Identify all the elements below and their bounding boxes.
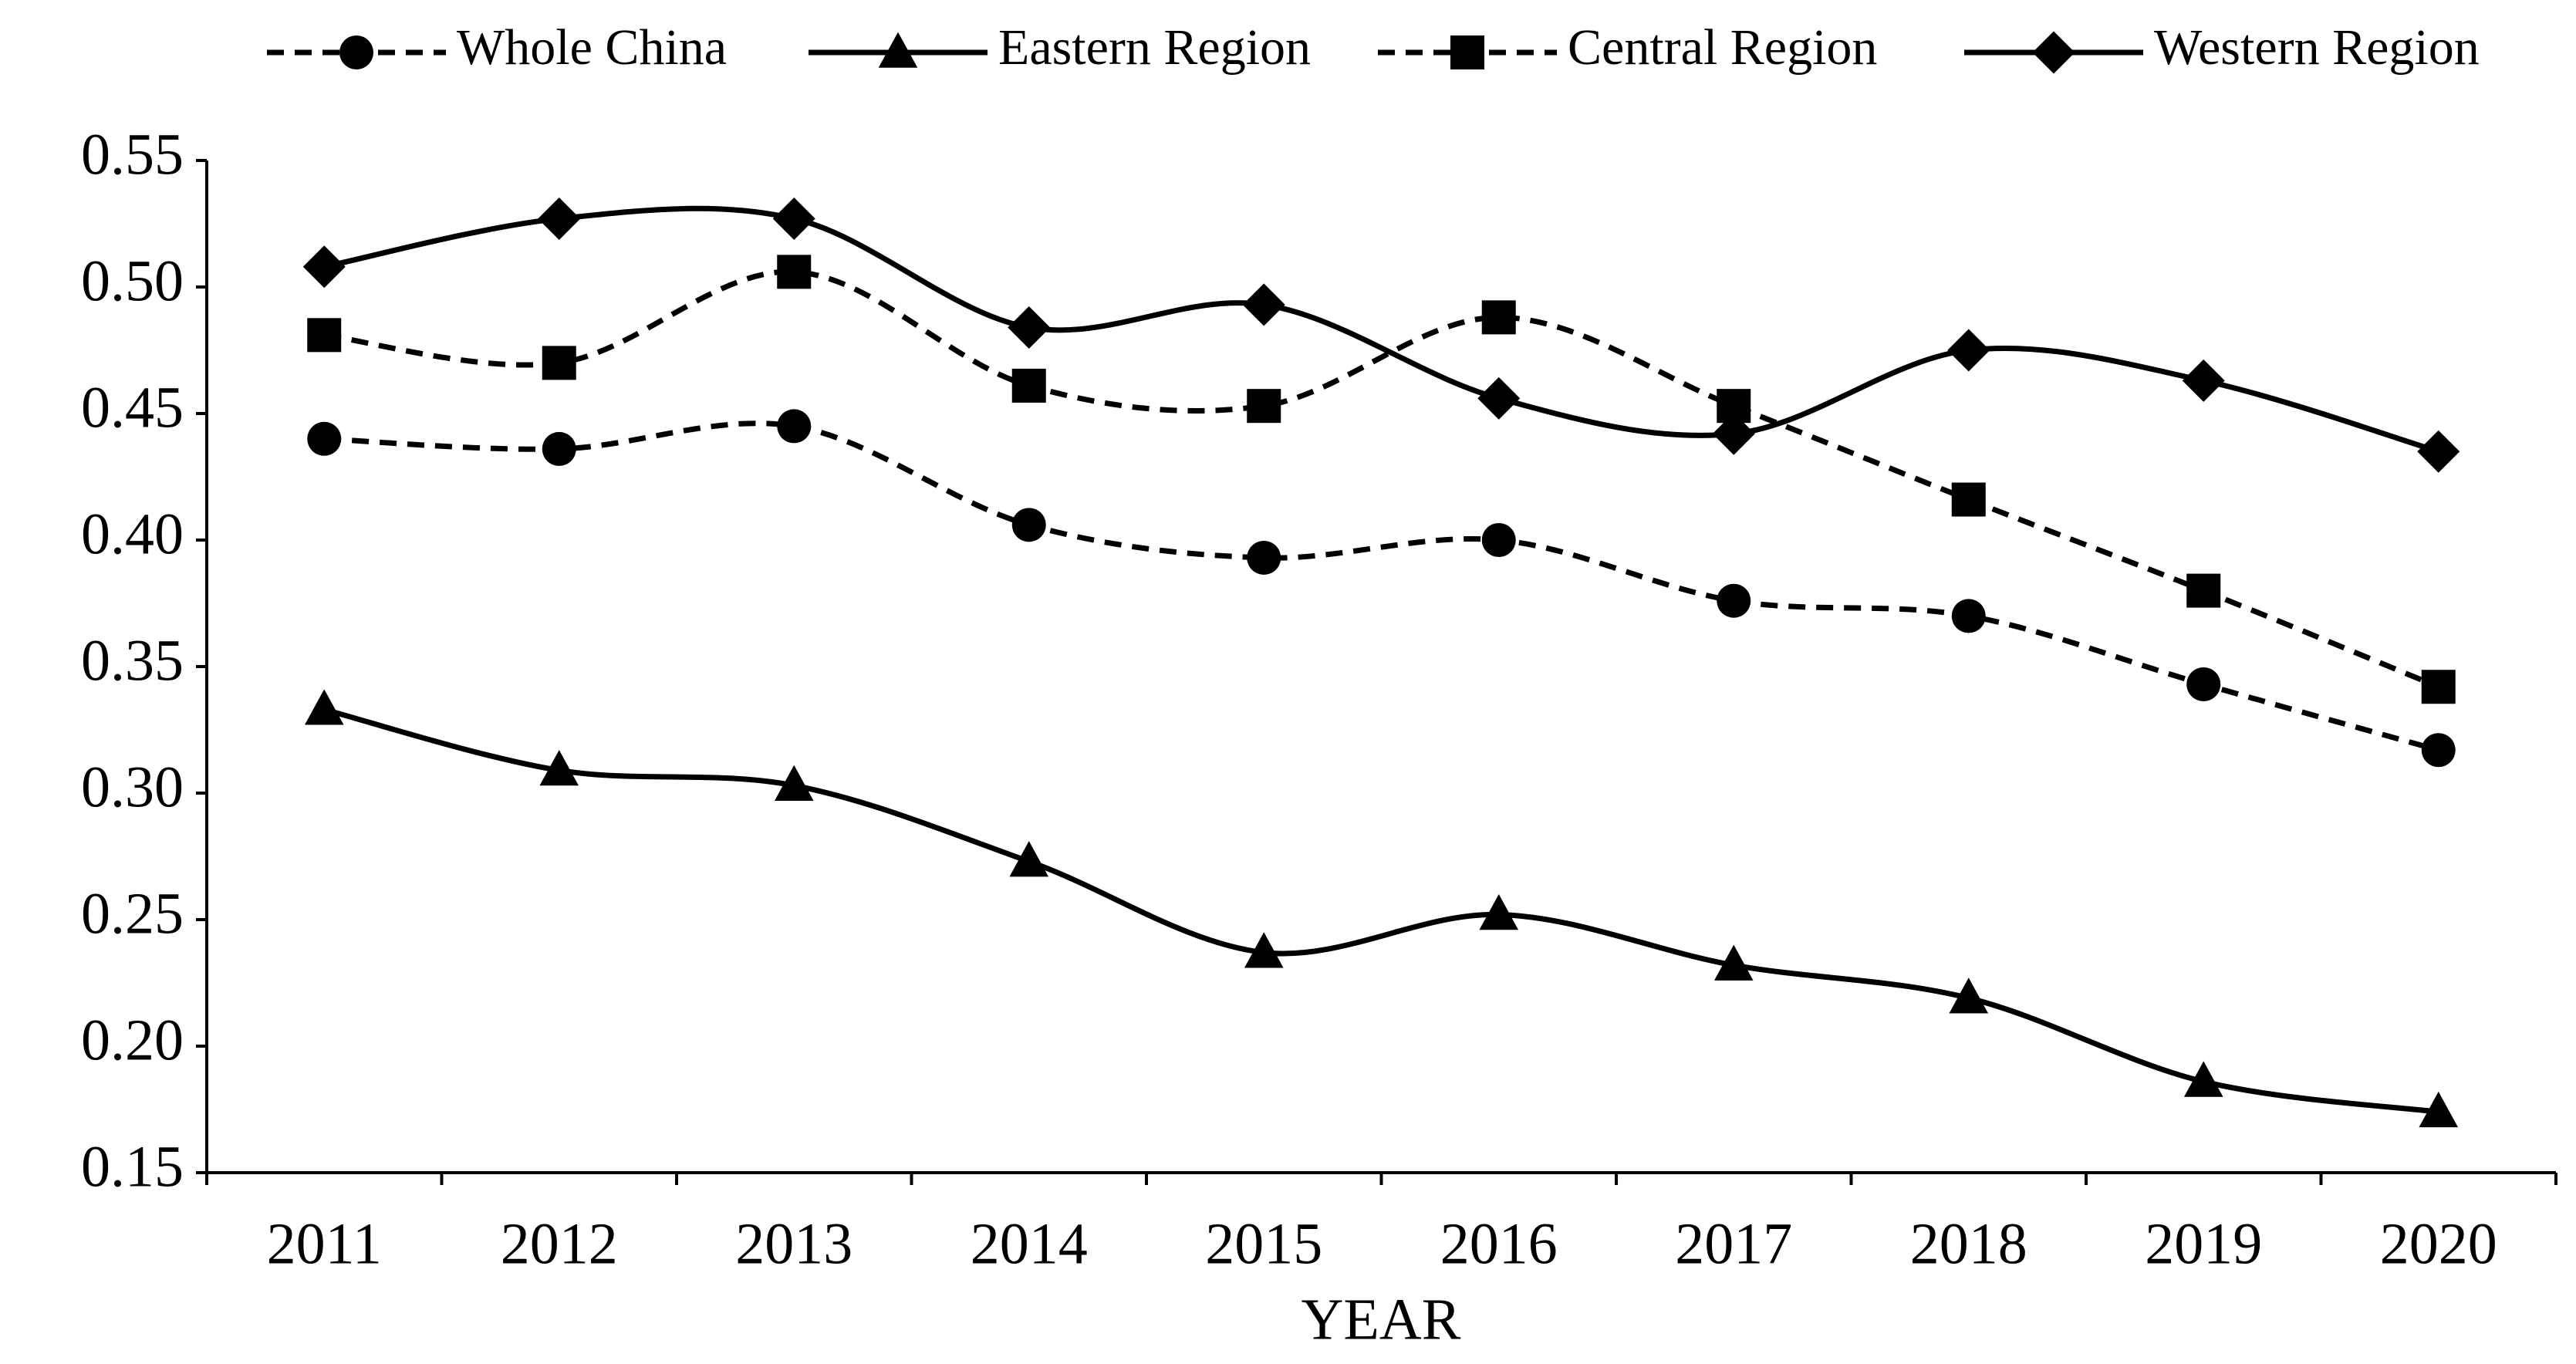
x-tick-label: 2020 bbox=[2380, 1211, 2497, 1276]
marker bbox=[542, 431, 576, 466]
marker bbox=[1481, 300, 1516, 335]
y-tick-label: 0.50 bbox=[81, 248, 184, 313]
marker bbox=[1008, 306, 1051, 349]
legend-marker bbox=[1450, 35, 1484, 69]
x-tick-label: 2019 bbox=[2145, 1211, 2262, 1276]
marker bbox=[777, 255, 812, 289]
marker bbox=[1242, 283, 1285, 326]
x-tick-label: 2015 bbox=[1205, 1211, 1322, 1276]
marker bbox=[1481, 523, 1516, 557]
x-tick-label: 2014 bbox=[971, 1211, 1088, 1276]
marker bbox=[1009, 841, 1049, 877]
marker bbox=[2419, 1091, 2459, 1128]
series bbox=[307, 255, 2456, 704]
marker bbox=[1951, 599, 1986, 633]
y-tick-label: 0.55 bbox=[81, 122, 184, 187]
line bbox=[323, 268, 2440, 690]
marker bbox=[1949, 977, 1989, 1014]
marker bbox=[1717, 583, 1751, 618]
y-tick-label: 0.30 bbox=[81, 755, 184, 819]
y-tick-label: 0.25 bbox=[81, 881, 184, 946]
marker bbox=[1247, 540, 1281, 575]
marker bbox=[542, 346, 576, 380]
marker bbox=[302, 245, 346, 289]
x-tick-label: 2016 bbox=[1440, 1211, 1558, 1276]
marker bbox=[1011, 508, 1046, 542]
marker bbox=[2186, 573, 2221, 608]
legend-label: Western Region bbox=[2154, 19, 2480, 76]
legend-label: Central Region bbox=[1568, 19, 1877, 76]
x-tick-label: 2017 bbox=[1675, 1211, 1792, 1276]
legend-label: Eastern Region bbox=[998, 19, 1311, 76]
line bbox=[324, 420, 2439, 753]
marker bbox=[2421, 670, 2456, 704]
x-tick-label: 2012 bbox=[501, 1211, 618, 1276]
y-tick-label: 0.45 bbox=[81, 375, 184, 440]
legend-marker bbox=[339, 35, 373, 69]
marker bbox=[774, 765, 814, 801]
marker bbox=[1247, 389, 1281, 424]
marker bbox=[539, 750, 579, 786]
y-tick-label: 0.15 bbox=[81, 1134, 184, 1199]
marker bbox=[307, 318, 342, 353]
y-tick-label: 0.20 bbox=[81, 1008, 184, 1072]
marker bbox=[1479, 894, 1519, 930]
marker bbox=[1947, 329, 1990, 372]
line bbox=[323, 707, 2439, 1115]
x-tick-label: 2011 bbox=[267, 1211, 382, 1276]
legend-marker bbox=[2032, 31, 2075, 74]
marker bbox=[2186, 667, 2221, 701]
marker bbox=[1712, 412, 1755, 455]
x-axis-label: YEAR bbox=[1302, 1287, 1461, 1352]
series bbox=[304, 689, 2459, 1128]
marker bbox=[2182, 359, 2225, 402]
marker bbox=[2421, 733, 2456, 768]
marker bbox=[777, 409, 812, 444]
legend-marker bbox=[878, 32, 918, 68]
marker bbox=[1477, 376, 1521, 420]
marker bbox=[1011, 368, 1046, 403]
x-tick-label: 2018 bbox=[1910, 1211, 2027, 1276]
series bbox=[307, 409, 2456, 768]
marker bbox=[2183, 1061, 2223, 1097]
legend-label: Whole China bbox=[457, 19, 727, 76]
line bbox=[323, 205, 2439, 454]
x-tick-label: 2013 bbox=[735, 1211, 852, 1276]
marker bbox=[304, 689, 344, 725]
marker bbox=[1951, 482, 1986, 517]
marker bbox=[2417, 430, 2460, 473]
marker bbox=[307, 421, 342, 456]
y-tick-label: 0.40 bbox=[81, 501, 184, 566]
marker bbox=[1713, 944, 1754, 981]
y-tick-label: 0.35 bbox=[81, 628, 184, 693]
marker bbox=[772, 197, 815, 240]
series bbox=[302, 197, 2460, 473]
marker bbox=[538, 197, 581, 240]
marker bbox=[1244, 932, 1284, 968]
